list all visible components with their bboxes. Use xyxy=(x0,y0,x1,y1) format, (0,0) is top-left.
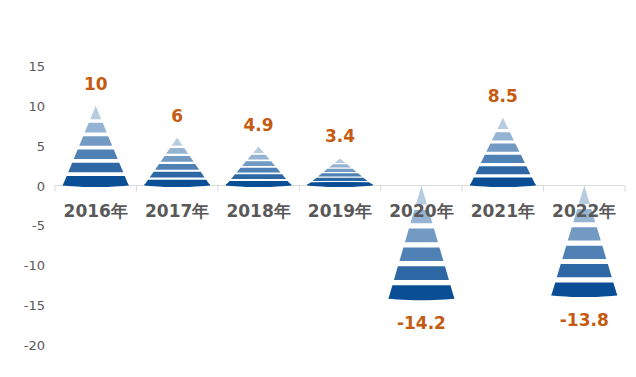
pyramid-layer xyxy=(557,264,612,277)
pyramid-base xyxy=(144,182,210,187)
y-tick-label: 10 xyxy=(28,99,45,114)
pyramid-layer xyxy=(68,163,123,173)
pyramid-layer xyxy=(313,178,368,181)
pyramid-bar xyxy=(144,138,210,187)
pyramid-layer xyxy=(161,156,194,162)
pyramid-layer xyxy=(150,172,205,178)
pyramid-layer xyxy=(399,247,443,261)
pyramid-layer xyxy=(562,246,606,259)
x-tick xyxy=(543,186,544,192)
pyramid-layer xyxy=(568,227,601,240)
x-tick-label: 2017年 xyxy=(145,201,209,221)
pyramid-layer xyxy=(85,123,107,133)
x-tick xyxy=(462,186,463,192)
pyramid-layer xyxy=(253,147,264,154)
pyramid-bar xyxy=(388,186,454,301)
y-tick-label: -20 xyxy=(24,338,45,353)
pyramid-layer xyxy=(166,148,188,154)
x-tick-label: 2016年 xyxy=(64,201,128,221)
data-label: -14.2 xyxy=(397,313,446,333)
pyramid-layer xyxy=(79,136,112,146)
data-label: 10 xyxy=(84,74,108,94)
x-tick-label: 2022年 xyxy=(552,201,616,221)
pyramid-bar xyxy=(307,158,373,187)
chart-container: -20 -15 -10 -5 0 5 10 15 2016年 2017年 2018年 2019年 202… xyxy=(0,0,636,377)
pyramid-layer xyxy=(329,164,351,167)
x-tick xyxy=(217,186,218,192)
pyramid-layer xyxy=(481,155,525,163)
pyramid-layer xyxy=(324,169,357,172)
chart-svg: -20 -15 -10 -5 0 5 10 15 2016年 2017年 2018年 2019年 202… xyxy=(0,0,636,377)
data-label: 8.5 xyxy=(488,86,518,106)
pyramid-layer xyxy=(497,118,508,129)
pyramid-layer xyxy=(475,166,530,174)
data-label: 4.9 xyxy=(244,115,274,135)
x-tick xyxy=(380,186,381,192)
x-tick-label: 2018年 xyxy=(226,201,290,221)
y-tick-label: -10 xyxy=(24,258,45,273)
y-tick-label: -5 xyxy=(32,218,45,233)
pyramid-layer xyxy=(90,106,101,119)
bars xyxy=(63,106,618,300)
pyramid-layer xyxy=(394,266,449,280)
x-tick xyxy=(625,186,626,192)
pyramid-bar xyxy=(551,186,617,298)
data-label: -13.8 xyxy=(560,310,609,330)
x-tick xyxy=(299,186,300,192)
x-tick-label: 2020年 xyxy=(389,201,453,221)
pyramid-layer xyxy=(74,149,118,159)
x-tick-label: 2019年 xyxy=(308,201,372,221)
pyramid-base xyxy=(63,182,129,187)
y-tick-label: 5 xyxy=(37,139,45,154)
pyramid-layer xyxy=(335,158,346,163)
y-tick-label: -15 xyxy=(24,298,45,313)
pyramid-layer xyxy=(248,155,270,160)
pyramid-base xyxy=(307,182,373,187)
pyramid-bar xyxy=(470,118,536,187)
pyramid-layer xyxy=(155,164,199,170)
pyramid-base xyxy=(226,182,292,187)
pyramid-layer xyxy=(492,132,514,140)
pyramid-layer xyxy=(237,168,281,173)
data-label: 3.4 xyxy=(325,126,355,146)
y-tick-label: 15 xyxy=(28,59,45,74)
pyramid-layer xyxy=(242,161,275,166)
pyramid-base xyxy=(388,295,454,300)
pyramid-layer xyxy=(172,138,183,146)
pyramid-base xyxy=(470,182,536,187)
pyramid-layer xyxy=(231,174,286,179)
pyramid-layer xyxy=(318,173,362,176)
y-tick-label: 0 xyxy=(37,179,45,194)
pyramid-layer xyxy=(486,144,519,152)
pyramid-bar xyxy=(226,147,292,188)
pyramid-base xyxy=(551,292,617,297)
pyramid-layer xyxy=(405,229,438,243)
pyramid-bar xyxy=(63,106,129,187)
x-tick xyxy=(136,186,137,192)
data-label: 6 xyxy=(171,106,183,126)
x-tick-label: 2021年 xyxy=(471,201,535,221)
x-tick xyxy=(55,186,56,192)
